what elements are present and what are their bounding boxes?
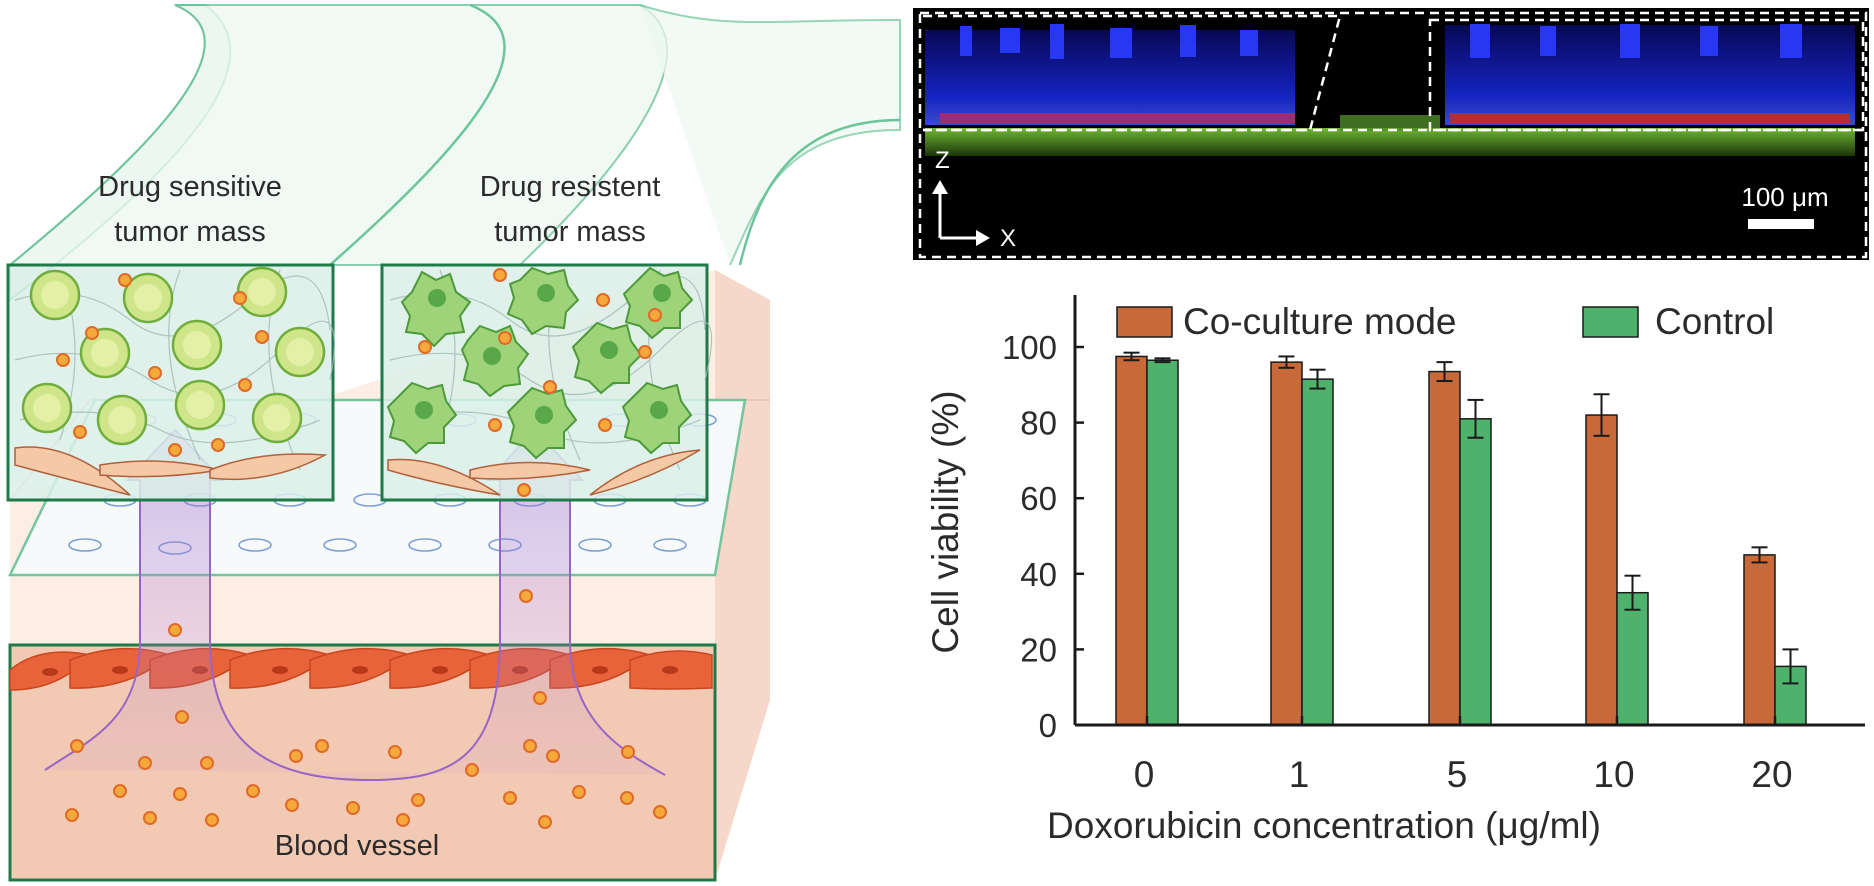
resistant-label-line1: Drug resistent xyxy=(480,171,661,203)
drug-particles xyxy=(56,268,667,829)
sensitive-label-line1: Drug sensitive xyxy=(98,171,282,203)
sensitive-label-line2: tumor mass xyxy=(114,216,265,248)
sensitive-tumor-box xyxy=(6,263,336,502)
resistant-tumor-box xyxy=(380,263,713,502)
channel-sheets xyxy=(7,3,901,303)
resistant-label-line2: tumor mass xyxy=(494,216,645,248)
flow-arrows xyxy=(44,428,666,782)
blood-vessel-label: Blood vessel xyxy=(275,830,439,862)
